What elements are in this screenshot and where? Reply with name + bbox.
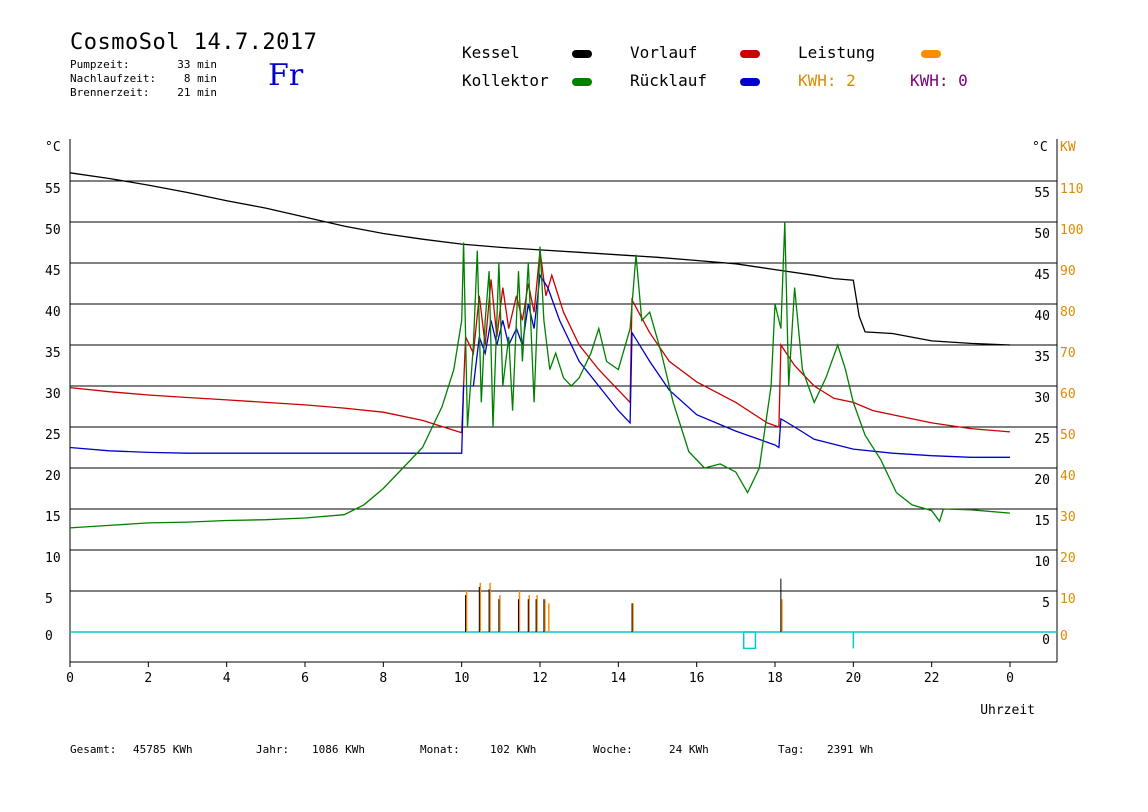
total-value: 102 KWh [490, 743, 537, 756]
total-value: 24 KWh [669, 743, 709, 756]
legend-kwh1-label: KWH: 2 [798, 71, 856, 90]
y-tick-label-right: 10 [1034, 555, 1050, 570]
kw-tick-label: 110 [1060, 182, 1083, 197]
x-axis-label: Uhrzeit [980, 703, 1035, 718]
x-tick-label: 0 [1006, 671, 1014, 686]
x-tick-label: 2 [144, 671, 152, 686]
y-tick-label-right: 35 [1034, 350, 1050, 365]
total-label: Jahr: [256, 743, 290, 756]
y-tick-label-right: 25 [1034, 432, 1050, 447]
stat-label: Pumpzeit: [70, 58, 130, 71]
kw-tick-label: 10 [1060, 592, 1076, 607]
y-tick-label-right: 0 [1042, 633, 1050, 648]
y-axis-label-right: °C [1032, 140, 1048, 155]
total-label: Tag: [778, 743, 805, 756]
pump-event [742, 631, 757, 650]
legend-kessel-swatch [572, 50, 592, 58]
stat-value: 21 min [177, 86, 217, 99]
y-tick-label-right: 5 [1042, 596, 1050, 611]
legend-vorlauf-label: Vorlauf [630, 43, 698, 62]
x-tick-label: 8 [379, 671, 387, 686]
y-tick-label: 40 [45, 305, 61, 320]
y-tick-label-right: 55 [1034, 186, 1050, 201]
legend-kollektor-label: Kollektor [462, 71, 549, 90]
x-tick-label: 0 [66, 671, 74, 686]
x-tick-label: 6 [301, 671, 309, 686]
series-line-kollektor [69, 221, 1011, 529]
x-tick-label: 20 [846, 671, 862, 686]
stat-label: Brennerzeit: [70, 86, 150, 99]
total-value: 1086 KWh [312, 743, 365, 756]
weekday-label: Fr [268, 58, 304, 93]
y-tick-label-right: 40 [1034, 309, 1050, 324]
kw-tick-label: 100 [1060, 223, 1083, 238]
x-tick-label: 14 [611, 671, 627, 686]
kw-tick-label: 20 [1060, 551, 1076, 566]
page-title: CosmoSol 14.7.2017 [70, 30, 318, 55]
y-tick-label-right: 15 [1034, 514, 1050, 529]
kw-tick-label: 30 [1060, 510, 1076, 525]
total-value: 45785 KWh [133, 743, 193, 756]
stat-value: 8 min [183, 72, 217, 85]
series-line-vorlauf [69, 250, 1011, 434]
legend-kessel-label: Kessel [462, 43, 520, 62]
x-tick-label: 4 [223, 671, 231, 686]
legend-leistung-swatch [921, 50, 941, 58]
kw-tick-label: 90 [1060, 264, 1076, 279]
y-tick-label: 30 [45, 387, 61, 402]
x-tick-label: 12 [532, 671, 548, 686]
y-axis-label-left: °C [45, 140, 61, 155]
x-tick-label: 22 [924, 671, 940, 686]
series-line-ruecklauf [69, 273, 1010, 458]
legend-ruecklauf-label: Rücklauf [630, 71, 708, 90]
y-tick-label-right: 50 [1034, 227, 1050, 242]
y-tick-label: 5 [45, 592, 53, 607]
kw-axis-label: KW [1060, 140, 1076, 155]
y-tick-label: 0 [45, 629, 53, 644]
stat-label: Nachlaufzeit: [70, 72, 157, 85]
stat-value: 33 min [177, 58, 217, 71]
legend-kollektor-swatch [572, 78, 592, 86]
kw-tick-label: 70 [1060, 346, 1076, 361]
x-tick-label: 16 [689, 671, 705, 686]
total-label: Woche: [593, 743, 633, 756]
total-value: 2391 Wh [827, 743, 874, 756]
y-tick-label: 45 [45, 264, 61, 279]
y-tick-label: 15 [45, 510, 61, 525]
legend-vorlauf-swatch [740, 50, 760, 58]
kw-tick-label: 0 [1060, 629, 1068, 644]
legend-kwh2-label: KWH: 0 [910, 71, 968, 90]
y-tick-label: 50 [45, 223, 61, 238]
kw-tick-label: 80 [1060, 305, 1076, 320]
total-label: Monat: [420, 743, 460, 756]
series-line-kessel [69, 172, 1011, 346]
y-tick-label-right: 45 [1034, 268, 1050, 283]
x-tick-label: 10 [454, 671, 470, 686]
x-tick-label: 18 [767, 671, 783, 686]
y-tick-label: 55 [45, 182, 61, 197]
kw-tick-label: 60 [1060, 387, 1076, 402]
legend-ruecklauf-swatch [740, 78, 760, 86]
total-label: Gesamt: [70, 743, 117, 756]
y-tick-label: 20 [45, 469, 61, 484]
kw-tick-label: 50 [1060, 428, 1076, 443]
y-tick-label: 10 [45, 551, 61, 566]
legend-leistung-label: Leistung [798, 43, 876, 62]
y-tick-label-right: 20 [1034, 473, 1050, 488]
kw-tick-label: 40 [1060, 469, 1076, 484]
y-tick-label: 35 [45, 346, 61, 361]
y-tick-label: 25 [45, 428, 61, 443]
y-tick-label-right: 30 [1034, 391, 1050, 406]
